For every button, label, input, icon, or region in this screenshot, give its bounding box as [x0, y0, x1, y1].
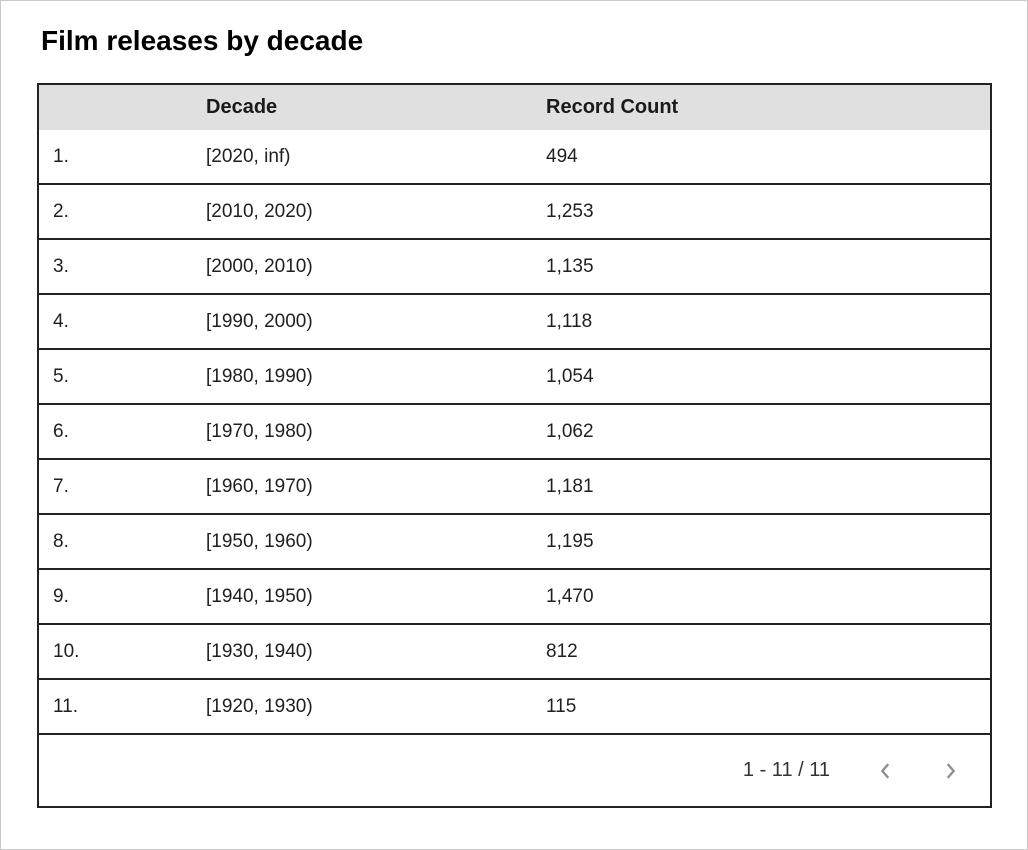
header-cell-record-count[interactable]: Record Count — [546, 85, 990, 130]
record-count-cell: 812 — [546, 640, 578, 662]
row-index-cell: 8. — [53, 530, 69, 552]
pagination-prev-button[interactable] — [872, 757, 900, 785]
decade-cell: [1950, 1960) — [206, 530, 313, 552]
decade-cell: [2020, inf) — [206, 145, 291, 167]
table-footer: 1 - 11 / 11 — [39, 735, 990, 806]
row-index-cell: 9. — [53, 585, 69, 607]
film-releases-table: Decade Record Count 1. [2020, inf) 494 2. [2… — [39, 85, 990, 735]
table-row: 4. [1990, 2000) 1,118 — [39, 294, 990, 349]
decade-cell: [1980, 1990) — [206, 365, 313, 387]
row-index-cell: 7. — [53, 475, 69, 497]
decade-cell: [1920, 1930) — [206, 695, 313, 717]
chevron-right-icon — [939, 760, 961, 782]
table-row: 3. [2000, 2010) 1,135 — [39, 239, 990, 294]
table-row: 8. [1950, 1960) 1,195 — [39, 514, 990, 569]
record-count-cell: 115 — [546, 695, 577, 717]
row-index-cell: 3. — [53, 255, 69, 277]
table-chart-card: Decade Record Count 1. [2020, inf) 494 2. [2… — [37, 83, 992, 808]
table-row: 5. [1980, 1990) 1,054 — [39, 349, 990, 404]
row-index-cell: 10. — [53, 640, 80, 662]
row-index-cell: 1. — [53, 145, 69, 167]
pagination-range-label: 1 - 11 / 11 — [742, 759, 830, 781]
table-row: 7. [1960, 1970) 1,181 — [39, 459, 990, 514]
table-body: 1. [2020, inf) 494 2. [2010, 2020) 1,253 3. [20… — [39, 130, 990, 734]
decade-cell: [2000, 2010) — [206, 255, 313, 277]
record-count-cell: 1,470 — [546, 585, 594, 607]
record-count-cell: 1,195 — [546, 530, 594, 552]
decade-cell: [1970, 1980) — [206, 420, 313, 442]
record-count-cell: 1,181 — [546, 475, 594, 497]
table-row: 6. [1970, 1980) 1,062 — [39, 404, 990, 459]
decade-cell: [1990, 2000) — [206, 310, 313, 332]
page-title: Film releases by decade — [41, 25, 364, 56]
table-row: 10. [1930, 1940) 812 — [39, 624, 990, 679]
row-index-cell: 5. — [53, 365, 69, 387]
record-count-cell: 1,062 — [546, 420, 594, 442]
record-count-cell: 1,054 — [546, 365, 594, 387]
row-index-cell: 4. — [53, 310, 69, 332]
decade-cell: [1930, 1940) — [206, 640, 313, 662]
record-count-cell: 1,118 — [546, 310, 593, 332]
header-cell-decade[interactable]: Decade — [206, 85, 546, 130]
table-row: 1. [2020, inf) 494 — [39, 130, 990, 184]
row-index-cell: 11. — [53, 695, 79, 717]
header-row: Decade Record Count — [39, 85, 990, 130]
decade-cell: [2010, 2020) — [206, 200, 313, 222]
record-count-cell: 1,135 — [546, 255, 594, 277]
table-header: Decade Record Count — [39, 85, 990, 130]
pagination-next-button[interactable] — [936, 757, 964, 785]
table-row: 2. [2010, 2020) 1,253 — [39, 184, 990, 239]
row-index-cell: 6. — [53, 420, 69, 442]
chevron-left-icon — [875, 760, 897, 782]
record-count-cell: 1,253 — [546, 200, 594, 222]
record-count-cell: 494 — [546, 145, 578, 167]
row-index-cell: 2. — [53, 200, 69, 222]
decade-cell: [1940, 1950) — [206, 585, 313, 607]
header-cell-index — [39, 85, 206, 130]
decade-cell: [1960, 1970) — [206, 475, 313, 497]
table-row: 9. [1940, 1950) 1,470 — [39, 569, 990, 624]
table-row: 11. [1920, 1930) 115 — [39, 679, 990, 734]
